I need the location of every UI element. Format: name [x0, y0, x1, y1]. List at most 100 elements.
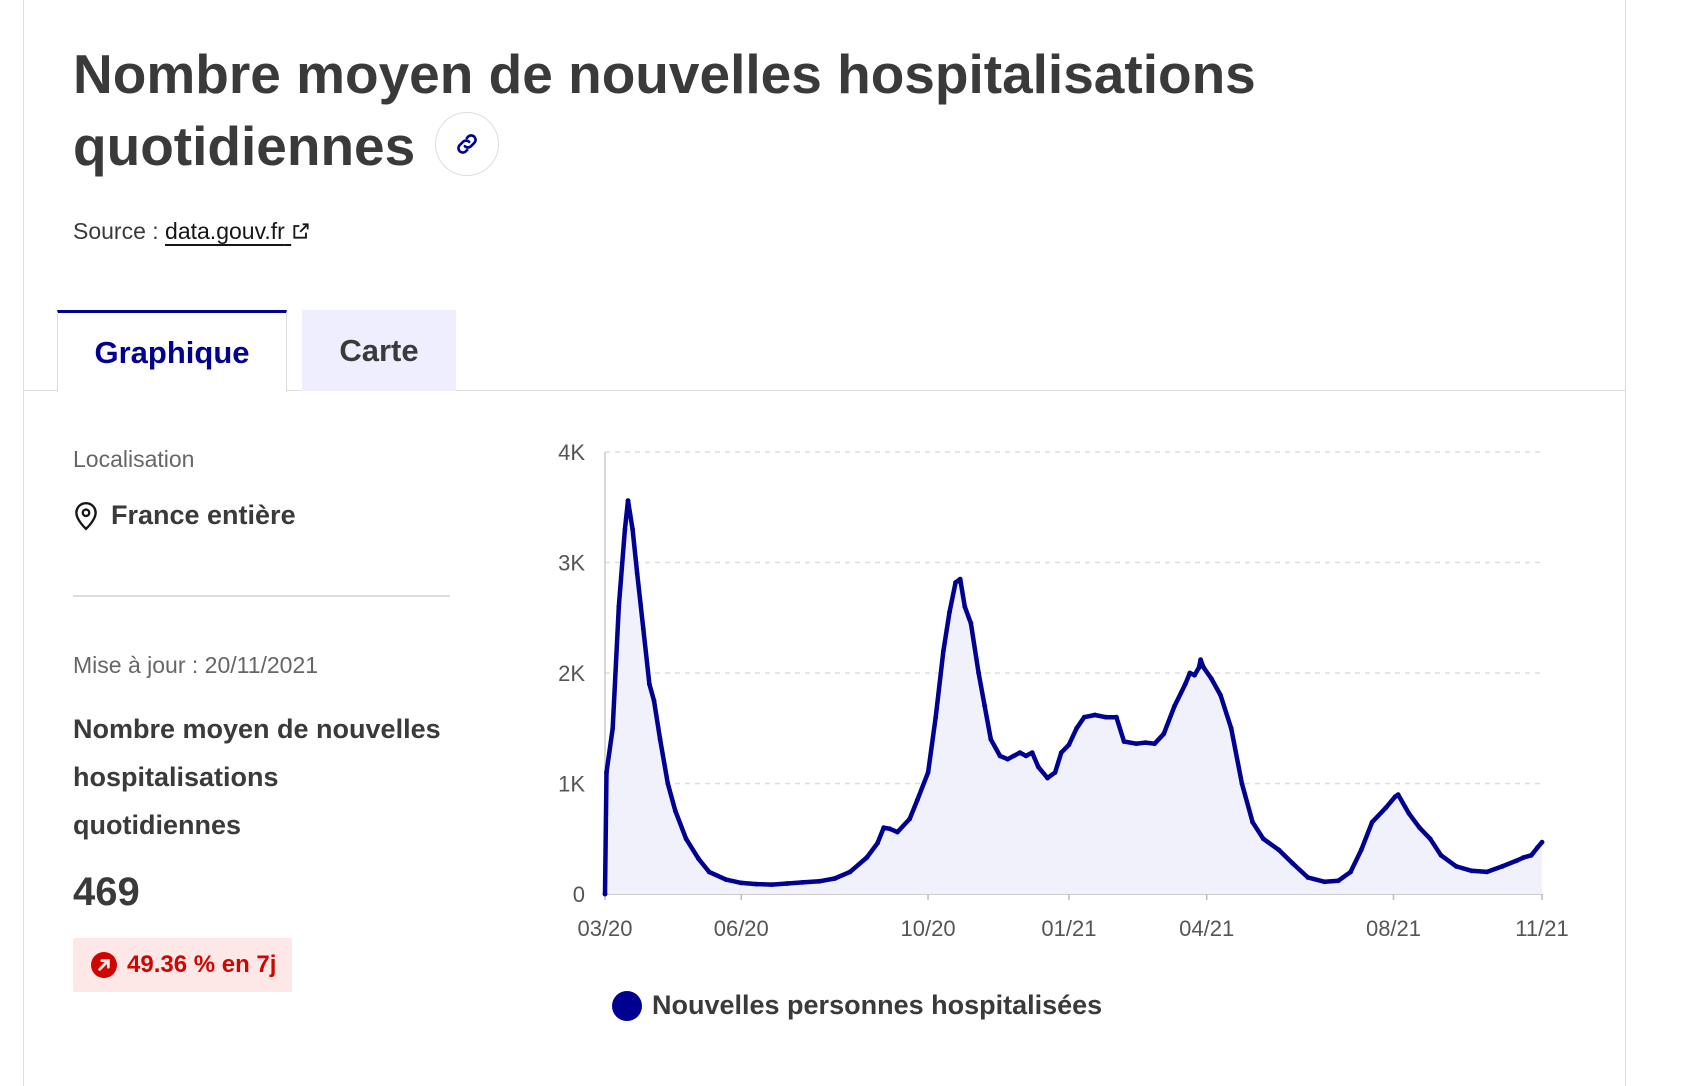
data-point — [1172, 703, 1177, 709]
data-point — [604, 770, 609, 775]
tabs-divider — [23, 390, 1626, 391]
data-point — [1513, 858, 1519, 864]
data-point — [1143, 740, 1148, 745]
data-point — [1133, 741, 1139, 747]
kpi-value: 469 — [73, 870, 140, 914]
data-point — [816, 878, 822, 884]
data-point — [941, 648, 946, 654]
source-label: Source : — [73, 218, 159, 244]
data-point — [1322, 879, 1327, 885]
data-point — [1023, 753, 1029, 759]
data-point — [673, 808, 678, 814]
data-point — [1469, 868, 1474, 874]
update-date: Mise à jour : 20/11/2021 — [73, 652, 319, 678]
data-point — [1358, 847, 1364, 853]
data-point — [1348, 869, 1353, 875]
x-tick-label: 06/20 — [714, 916, 769, 941]
data-point — [616, 604, 622, 610]
data-point — [1081, 714, 1087, 720]
data-point — [696, 856, 701, 861]
data-point — [864, 855, 870, 860]
legend-label: Nouvelles personnes hospitalisées — [652, 990, 1103, 1020]
data-point — [784, 881, 790, 886]
tab-carte[interactable]: Carte — [302, 310, 456, 391]
data-point — [1290, 860, 1295, 866]
x-tick-label: 04/21 — [1179, 916, 1234, 941]
map-pin-icon — [75, 501, 97, 530]
data-point — [625, 498, 631, 503]
data-point — [1045, 775, 1050, 781]
data-point — [832, 876, 838, 881]
data-point — [1250, 819, 1255, 825]
data-point — [875, 840, 880, 846]
chart-legend: Nouvelles personnes hospitalisées — [612, 990, 1102, 1021]
data-point — [640, 626, 646, 632]
hospitalisations-chart: 0 1K 2K 3K 4K 03/20 06/20 10/20 01/21 04/21 08/21 1… — [558, 440, 1569, 941]
data-point — [1535, 845, 1540, 850]
data-point — [1539, 839, 1545, 845]
data-point — [976, 670, 981, 676]
data-point — [895, 829, 900, 835]
data-point — [968, 620, 974, 626]
data-point — [738, 880, 744, 886]
location-value: France entière — [111, 500, 296, 530]
data-point — [1011, 753, 1017, 759]
page-title: Nombre moyen de nouvelles hospitalisatio… — [73, 38, 1373, 182]
series-area — [605, 500, 1542, 894]
data-point — [1395, 792, 1401, 797]
data-point — [683, 836, 689, 842]
data-point — [657, 736, 663, 742]
data-point — [769, 882, 775, 887]
data-point — [665, 781, 671, 786]
data-point — [1484, 869, 1490, 875]
data-point — [1152, 741, 1157, 747]
data-point — [1103, 714, 1109, 720]
data-point — [1453, 864, 1459, 869]
data-point — [1499, 864, 1505, 869]
data-point — [1187, 670, 1193, 676]
data-point — [1058, 750, 1064, 755]
data-point — [1427, 836, 1433, 842]
location-selector[interactable]: France entière — [73, 500, 296, 531]
series-line — [602, 498, 1545, 897]
trend-badge-text: 49.36 % en 7j — [127, 951, 277, 978]
data-point — [610, 725, 616, 731]
data-point — [1336, 878, 1341, 884]
data-point — [988, 736, 994, 742]
data-point — [962, 604, 968, 610]
data-point — [1406, 810, 1412, 816]
location-label: Localisation — [73, 446, 195, 472]
data-point — [1383, 805, 1389, 811]
kpi-label: Nombre moyen de nouvelles hospitalisatio… — [73, 714, 441, 840]
sidebar-divider — [73, 595, 450, 597]
data-point — [754, 881, 759, 887]
data-point — [1161, 731, 1167, 737]
data-point — [914, 797, 920, 803]
data-point — [1114, 714, 1119, 720]
data-point — [1029, 750, 1035, 755]
external-link-icon — [293, 223, 309, 239]
data-point — [1121, 739, 1127, 744]
data-point — [1092, 712, 1098, 718]
copy-link-button[interactable] — [435, 112, 500, 177]
source-link[interactable]: data.gouv.fr — [165, 218, 311, 244]
data-point — [1521, 855, 1526, 860]
data-point — [947, 609, 952, 615]
data-point — [907, 816, 913, 822]
data-point — [651, 698, 657, 703]
data-point — [723, 877, 729, 882]
y-tick-label: 1K — [558, 772, 585, 797]
y-tick-label: 0 — [573, 882, 585, 907]
data-point — [1192, 672, 1197, 678]
data-point — [953, 580, 958, 585]
data-point — [800, 880, 805, 885]
data-point — [847, 869, 853, 875]
tab-graphique-label: Graphique — [94, 334, 250, 370]
tab-graphique[interactable]: Graphique — [57, 310, 287, 392]
data-point — [887, 826, 893, 832]
data-point — [647, 681, 652, 687]
data-point — [1052, 770, 1058, 775]
data-point — [1228, 725, 1234, 731]
arrow-up-right-icon — [91, 952, 117, 978]
x-tick-label: 11/21 — [1515, 916, 1568, 941]
